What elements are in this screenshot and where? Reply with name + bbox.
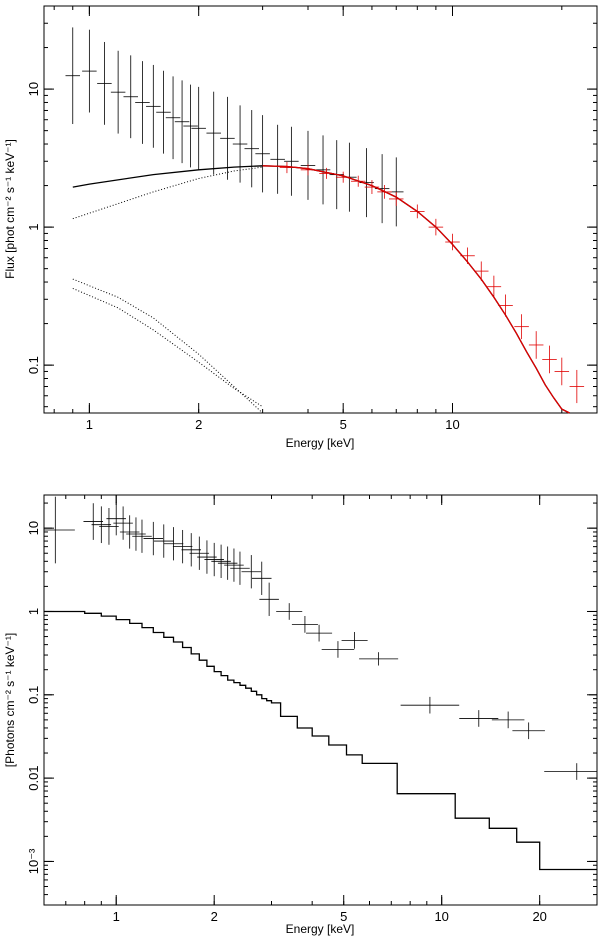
y-tick-label: 1	[26, 608, 41, 615]
model-line	[44, 610, 597, 871]
x-tick-label: 5	[340, 417, 347, 432]
x-tick-label: 2	[211, 909, 218, 924]
y-tick-label: 0.01	[26, 765, 41, 790]
total-model-line	[72, 165, 570, 414]
red-model-line	[262, 165, 570, 414]
x-tick-label: 20	[532, 909, 546, 924]
y-tick-label: 10	[26, 521, 41, 535]
y-tick-label: 1	[26, 223, 41, 230]
y-tick-label: 10	[26, 82, 41, 96]
x-tick-label: 10	[445, 417, 459, 432]
x-tick-label: 2	[195, 417, 202, 432]
component-hot-line	[72, 166, 263, 220]
y-tick-label: 10⁻³	[26, 848, 41, 874]
y-tick-label: 0.1	[26, 686, 41, 704]
photons-y-axis-label: [Photons cm⁻² s⁻¹ keV⁻¹]	[3, 633, 17, 767]
x-tick-label: 5	[340, 909, 347, 924]
x-tick-label: 1	[113, 909, 120, 924]
component-soft-1-line	[72, 278, 263, 414]
photons-plot-frame	[43, 494, 598, 906]
x-tick-label: 1	[86, 417, 93, 432]
component-soft-2-line	[72, 287, 263, 408]
photons-panel: 1 2 5 10 20 10⁻³ 0.01 0.1 1 10 Energy [keV] [Phot…	[3, 494, 598, 936]
flux-y-axis-label: Flux [phot cm⁻² s⁻¹ keV⁻¹]	[3, 139, 17, 279]
photons-x-axis-label: Energy [keV]	[286, 922, 355, 936]
x-tick-label: 10	[434, 909, 448, 924]
flux-panel: 1 2 5 10 0.1 1 10 Energy [keV] Flux [phot cm⁻²…	[3, 5, 598, 450]
y-tick-label: 0.1	[26, 356, 41, 374]
flux-x-axis-label: Energy [keV]	[286, 436, 355, 450]
flux-plot-frame	[43, 5, 598, 414]
